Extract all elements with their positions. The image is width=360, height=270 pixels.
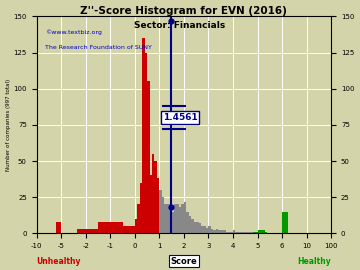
Bar (201, 226, 203, 233)
Bar (216, 229, 218, 233)
Bar (154, 161, 157, 233)
Bar (240, 232, 243, 233)
Bar (196, 222, 199, 233)
Bar (152, 154, 154, 233)
Bar (135, 219, 137, 233)
Bar (245, 232, 248, 233)
Bar (149, 176, 152, 233)
Bar (228, 232, 230, 233)
Text: ©www.textbiz.org: ©www.textbiz.org (45, 29, 102, 35)
Bar (253, 232, 255, 233)
Bar (186, 212, 189, 233)
Title: Z''-Score Histogram for EVN (2016): Z''-Score Histogram for EVN (2016) (80, 6, 287, 16)
Bar (145, 52, 147, 233)
Bar (238, 232, 240, 233)
Bar (282, 212, 288, 233)
Bar (137, 204, 140, 233)
Bar (122, 226, 135, 233)
Bar (157, 178, 159, 233)
Bar (243, 232, 245, 233)
Bar (208, 226, 211, 233)
Bar (159, 190, 162, 233)
Bar (98, 222, 110, 233)
Bar (206, 228, 208, 233)
Bar (255, 232, 257, 233)
Text: The Research Foundation of SUNY: The Research Foundation of SUNY (45, 45, 152, 49)
Bar (218, 231, 221, 233)
Bar (211, 229, 213, 233)
Bar (167, 204, 169, 233)
Bar (199, 223, 201, 233)
Text: Unhealthy: Unhealthy (37, 257, 81, 266)
Bar (191, 219, 194, 233)
Bar (110, 222, 122, 233)
Bar (147, 82, 149, 233)
Bar (265, 232, 267, 233)
Y-axis label: Number of companies (997 total): Number of companies (997 total) (5, 79, 10, 171)
Bar (142, 38, 145, 233)
Bar (189, 216, 191, 233)
Bar (257, 231, 260, 233)
Bar (181, 204, 184, 233)
Bar (140, 183, 142, 233)
Text: Healthy: Healthy (297, 257, 331, 266)
Bar (235, 232, 238, 233)
Bar (172, 212, 174, 233)
Bar (250, 232, 253, 233)
Bar (164, 204, 167, 233)
Bar (174, 204, 176, 233)
Text: Score: Score (171, 257, 197, 266)
Bar (221, 231, 223, 233)
Bar (176, 204, 179, 233)
Bar (262, 231, 265, 233)
Bar (184, 201, 186, 233)
Bar (179, 207, 181, 233)
Bar (56, 222, 61, 233)
Bar (260, 231, 262, 233)
Bar (162, 197, 164, 233)
Bar (226, 232, 228, 233)
Bar (203, 226, 206, 233)
Bar (86, 229, 110, 233)
Text: Sector: Financials: Sector: Financials (134, 21, 226, 30)
Bar (230, 232, 233, 233)
Bar (194, 222, 196, 233)
Bar (233, 231, 235, 233)
Text: 1.4561: 1.4561 (163, 113, 197, 122)
Bar (248, 232, 250, 233)
Bar (169, 204, 172, 233)
Bar (213, 231, 216, 233)
Bar (77, 229, 86, 233)
Bar (223, 231, 226, 233)
